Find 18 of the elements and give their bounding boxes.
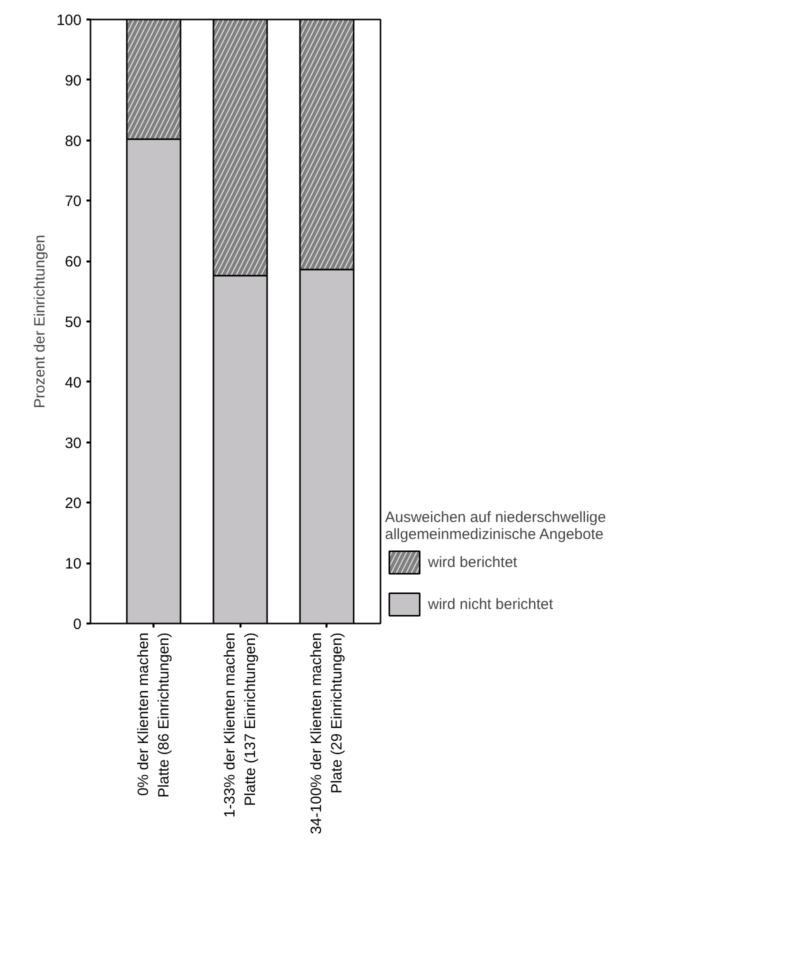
y-tick-label: 10 [64, 556, 82, 573]
y-tick-label: 30 [64, 434, 82, 452]
y-tick-label: 20 [64, 495, 82, 512]
y-tick-label: 80 [64, 132, 82, 150]
y-axis-title: Prozent der Einrichtungen [31, 234, 48, 408]
y-tick-label: 40 [64, 374, 82, 392]
x-tick-label: 34-100% der Klienten machen Plate (29 Einrichtungen) [308, 632, 346, 834]
legend-label: wird nicht berichtet [428, 596, 554, 612]
x-tick-label: 0% der Klienten machen Platte (86 Einrichtungen) [134, 632, 172, 798]
y-tick-label: 0 [73, 616, 82, 633]
x-tick-label: 1-33% der Klienten machen Platte (137 Einrichtungen) [222, 632, 259, 818]
legend-label: wird berichtet [428, 554, 518, 570]
y-tick-label: 90 [64, 72, 82, 90]
y-tick-label: 50 [64, 314, 82, 331]
legend-title: Ausweichen auf niederschwellige allgemeinmedizinische Angebote [385, 509, 606, 543]
y-tick-label: 70 [64, 193, 82, 210]
y-tick-label: 60 [64, 254, 82, 271]
y-tick-label: 100 [56, 12, 82, 29]
